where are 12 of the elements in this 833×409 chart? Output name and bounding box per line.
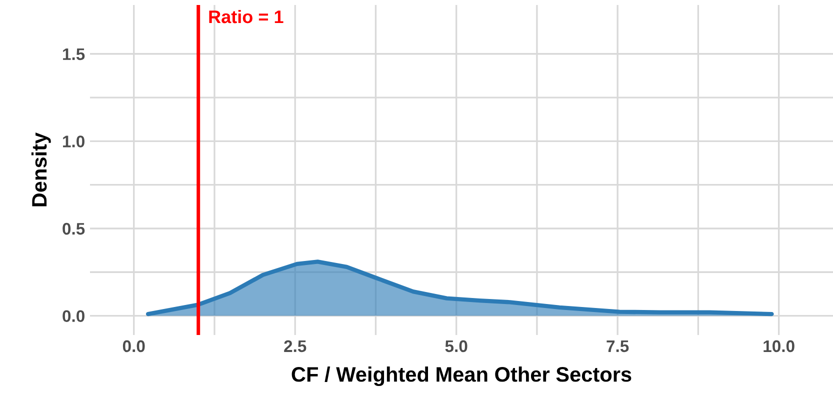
y-tick-label: 0.5 (62, 222, 85, 235)
y-tick-label: 0.0 (62, 310, 84, 322)
ref-line-label: Ratio = 1 (209, 10, 284, 24)
x-tick-label: 2.5 (284, 340, 306, 352)
y-tick-label: 1.5 (63, 48, 85, 60)
x-tick-label: 0.0 (122, 340, 145, 352)
x-tick-label: 5.0 (445, 340, 468, 352)
y-tick-label: 1.0 (63, 136, 84, 148)
x-tick-label: 10.0 (764, 340, 794, 352)
y-axis-title: Density (31, 132, 51, 206)
x-axis-title: CF / Weighted Mean Other Sectors (292, 366, 632, 386)
x-tick-label: 7.5 (606, 340, 629, 352)
